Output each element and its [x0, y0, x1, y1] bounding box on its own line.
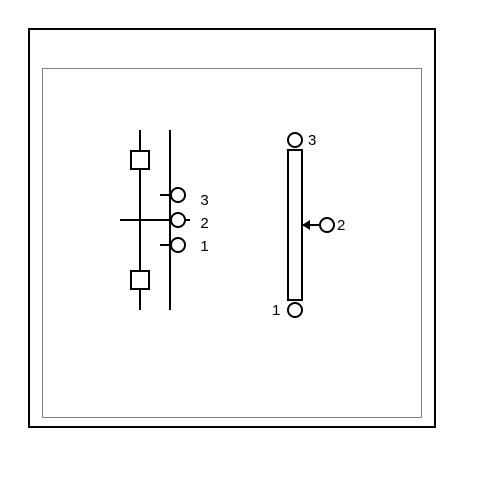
potentiometer-physical-symbol	[0, 0, 500, 500]
terminal-2-label: 2	[337, 217, 345, 234]
terminal-3-label: 3	[308, 132, 316, 149]
diagram-container: 321 3 2 1	[0, 0, 500, 500]
terminal-1-label: 1	[272, 302, 280, 319]
